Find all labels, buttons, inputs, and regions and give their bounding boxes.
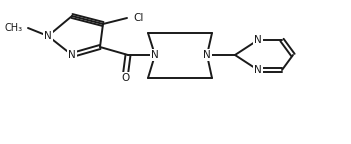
Text: N: N — [203, 50, 211, 60]
Text: N: N — [44, 31, 52, 41]
Text: Cl: Cl — [133, 13, 143, 23]
Text: N: N — [151, 50, 159, 60]
Text: N: N — [254, 35, 262, 45]
Text: CH₃: CH₃ — [5, 23, 23, 33]
Text: N: N — [254, 65, 262, 75]
Text: N: N — [68, 50, 76, 60]
Text: O: O — [121, 73, 129, 83]
